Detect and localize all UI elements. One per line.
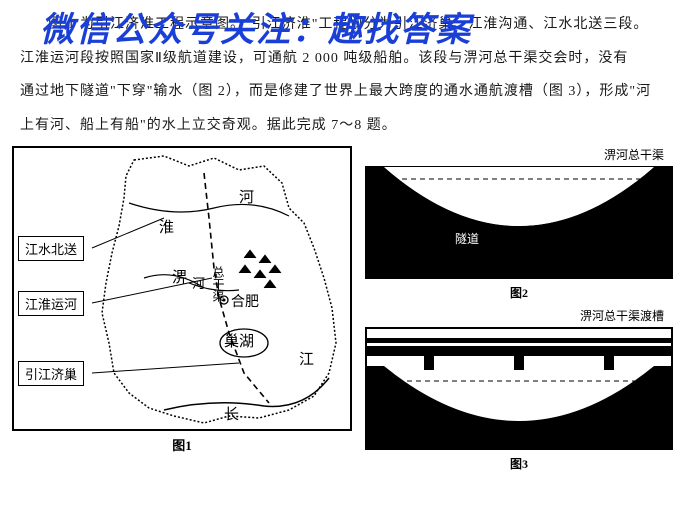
fig2-top-label: 淠河总干渠	[364, 146, 674, 163]
map-text-chang: 长	[224, 403, 239, 424]
watermark-text: 微信公众号关注：趣找答案	[40, 2, 472, 51]
map-text-huai: 淮	[159, 216, 174, 237]
fig3-top-label: 淠河总干渠渡槽	[364, 307, 674, 324]
figure-3-caption: 图3	[364, 455, 674, 472]
figure-1-caption: 图1	[172, 435, 192, 454]
figure-2-caption: 图2	[364, 284, 674, 301]
map-text-zgq: 总干渠	[210, 266, 227, 302]
map-label-north: 江水北送	[18, 236, 84, 261]
map-text-chaohu: 巢湖	[224, 330, 254, 351]
figures-row: 江水北送 江淮运河 引江济巢 淮 河 淠 河 总干渠 合肥 巢湖 长 江 图1 …	[0, 146, 700, 472]
map-text-he2: 河	[192, 273, 205, 292]
map-text-pi: 淠	[172, 266, 187, 287]
map-text-hefei: 合肥	[231, 291, 259, 311]
map-text-jiang: 江	[299, 348, 314, 369]
figure-1-container: 江水北送 江淮运河 引江济巢 淮 河 淠 河 总干渠 合肥 巢湖 长 江 图1	[12, 146, 352, 472]
right-figures: 淠河总干渠 隧道 图2 淠河总干渠渡槽	[364, 146, 674, 472]
map-figure: 江水北送 江淮运河 引江济巢 淮 河 淠 河 总干渠 合肥 巢湖 长 江	[12, 146, 352, 431]
figure-2-container: 淠河总干渠 隧道 图2	[364, 146, 674, 301]
text-line-4: 上有河、船上有船"的水上立交奇观。据此完成 7～8 题。	[20, 109, 680, 143]
map-label-yinjiang: 引江济巢	[18, 361, 84, 386]
fig2-tunnel-label: 隧道	[455, 231, 479, 246]
text-line-3: 通过地下隧道"下穿"输水（图 2），而是修建了世界上最大跨度的通水通航渡槽（图 …	[20, 75, 680, 109]
map-text-he1: 河	[239, 186, 254, 207]
figure-3	[364, 326, 674, 451]
map-label-canal: 江淮运河	[18, 291, 84, 316]
figure-2: 隧道	[364, 165, 674, 280]
figure-3-container: 淠河总干渠渡槽 图3	[364, 307, 674, 472]
